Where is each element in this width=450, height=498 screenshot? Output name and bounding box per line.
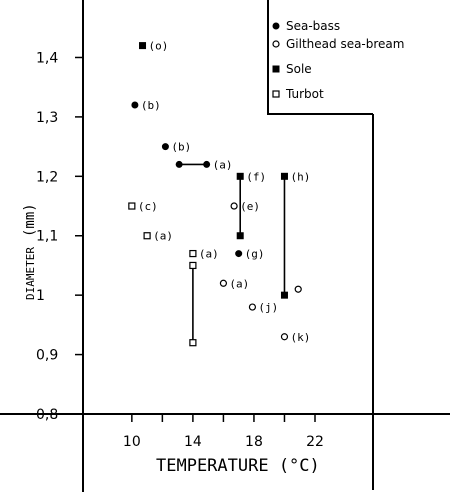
- y-axis-title: DIAMETER (mm): [22, 203, 38, 300]
- point-sea-bass: [235, 250, 243, 258]
- y-tick-label: 0,8: [36, 407, 58, 423]
- point-turbot: [189, 261, 197, 270]
- point-label: (b): [141, 99, 161, 112]
- point-sole: [236, 232, 244, 240]
- point-sole: [236, 172, 244, 180]
- point-gilthead-sea-bream: [230, 202, 238, 210]
- series-sole: (o) (f) (h): [139, 40, 310, 299]
- point-turbot: [143, 232, 151, 240]
- legend-marker-gilthead-sea-bream: [272, 40, 280, 48]
- point-label: (a): [213, 158, 233, 171]
- point-label: (h): [290, 170, 310, 183]
- y-tick-label: 1,3: [36, 110, 58, 126]
- point-turbot: [189, 339, 197, 347]
- legend-label-sea-bass: Sea-bass: [286, 19, 340, 33]
- point-sole: [139, 42, 147, 50]
- legend-item-sole: Sole: [272, 62, 312, 76]
- range-lines: [179, 163, 286, 343]
- series-turbot: (c) (a) (a): [128, 200, 219, 347]
- point-label: (j): [258, 301, 278, 314]
- point-gilthead-sea-bream: [219, 279, 228, 287]
- legend-marker-turbot: [272, 90, 280, 98]
- legend-item-sea-bass: Sea-bass: [272, 19, 340, 33]
- point-sea-bass: [131, 101, 139, 109]
- point-label: (o): [149, 40, 169, 53]
- point-label: (k): [290, 331, 310, 344]
- y-tick-label: 0,9: [36, 348, 58, 364]
- point-turbot: [189, 249, 197, 258]
- point-gilthead-sea-bream: [248, 303, 257, 311]
- legend-item-turbot: Turbot: [272, 87, 324, 101]
- series-gilthead-sea-bream: (e) (a) (j) (k): [219, 200, 310, 344]
- legend-item-gilthead-sea-bream: Gilthead sea-bream: [272, 37, 404, 51]
- point-sole: [280, 291, 288, 299]
- point-label: (a): [229, 277, 249, 290]
- point-label: (f): [246, 170, 266, 183]
- point-label: (a): [153, 230, 173, 243]
- axes: 0,8 0,9 1 1,1 1,2 1,3 1,4 10 14 18 22 TEMPERATURE (…: [22, 50, 324, 476]
- x-axis-title: TEMPERATURE (°C): [156, 456, 320, 476]
- y-tick-label: 1: [36, 288, 45, 304]
- y-tick-label: 1,4: [36, 50, 58, 66]
- point-label: (c): [138, 200, 158, 213]
- point-gilthead-sea-bream: [294, 285, 302, 293]
- point-sea-bass: [203, 160, 211, 168]
- data-points: (b)(b)(a)(g)(e)(a)(j)(k)(o)(f) (h)(c)(a)(…: [128, 40, 310, 347]
- point-sea-bass: [175, 160, 183, 168]
- legend-label-sole: Sole: [286, 62, 312, 76]
- point-label: (e): [240, 200, 260, 213]
- y-axis-title-suffix: (mm): [22, 203, 38, 237]
- point-label: (b): [171, 141, 191, 154]
- x-tick-label: 22: [306, 434, 324, 450]
- point-sea-bass: [161, 143, 169, 151]
- point-sole: [280, 172, 288, 180]
- point-turbot: [128, 202, 136, 210]
- x-tick-label: 18: [245, 434, 263, 450]
- y-tick-label: 1,1: [36, 229, 58, 245]
- y-axis-title-prefix: DIAMETER: [24, 247, 37, 300]
- legend-box: [267, 0, 373, 115]
- x-tick-label: 10: [123, 434, 141, 450]
- legend-label-gilthead-sea-bream: Gilthead sea-bream: [286, 37, 404, 51]
- point-label: (g): [245, 248, 265, 261]
- legend: Sea-bass Gilthead sea-bream Sole Turbot: [267, 0, 404, 115]
- y-tick-label: 1,2: [36, 169, 58, 185]
- legend-marker-sea-bass: [272, 22, 280, 30]
- x-tick-label: 14: [184, 434, 202, 450]
- point-gilthead-sea-bream: [280, 333, 289, 341]
- point-label: (a): [199, 248, 219, 261]
- series-sea-bass: (b) (b) (a) (g): [131, 99, 265, 261]
- legend-label-turbot: Turbot: [285, 87, 324, 101]
- legend-marker-sole: [272, 65, 280, 73]
